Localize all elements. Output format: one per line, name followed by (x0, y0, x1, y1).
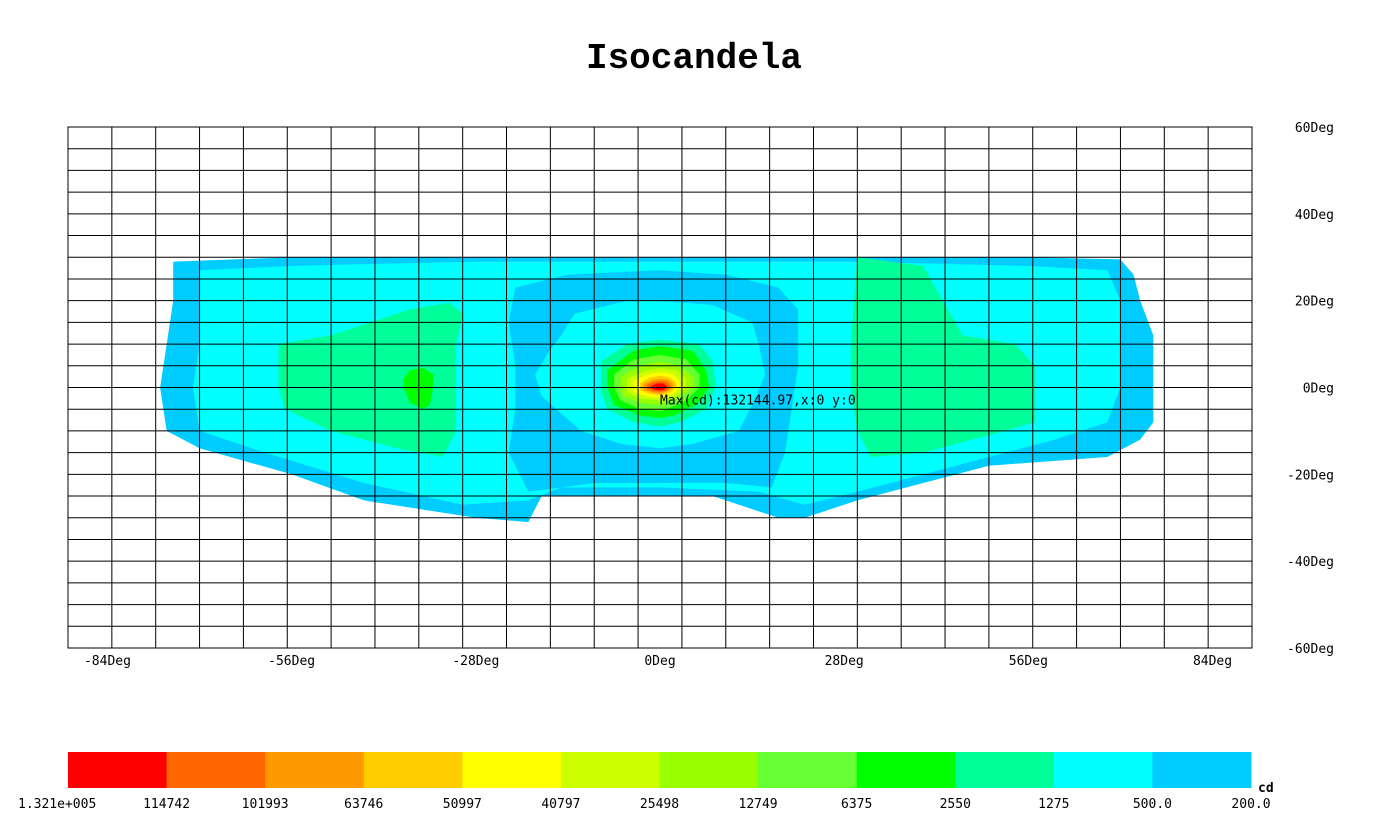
y-axis-ticks: 60Deg 40Deg 20Deg 0Deg -20Deg -40Deg -60Deg (1287, 121, 1334, 657)
max-annotation: Max(cd):132144.97,x:0 y:0 (660, 394, 856, 409)
legend-swatch (166, 752, 266, 788)
legend-label: 114742 (143, 797, 190, 812)
x-tick-label: -84Deg (84, 654, 131, 669)
x-tick-label: 28Deg (825, 654, 864, 669)
x-axis-ticks: -84Deg -56Deg -28Deg 0Deg 28Deg 56Deg 84Deg (84, 654, 1232, 669)
y-tick-label: 0Deg (1303, 382, 1334, 397)
legend-label: 50997 (443, 797, 482, 812)
x-tick-label: -56Deg (268, 654, 315, 669)
color-legend: 1.321e+005 114742 101993 63746 50997 40797 254… (18, 752, 1271, 812)
legend-label: 25498 (640, 797, 679, 812)
legend-unit-label: cd (1258, 781, 1274, 796)
legend-label: 6375 (841, 797, 872, 812)
plot-frame (67, 126, 1253, 649)
y-tick-label: 40Deg (1295, 208, 1334, 223)
x-tick-label: 56Deg (1009, 654, 1048, 669)
legend-label: 200.0 (1231, 797, 1270, 812)
y-tick-label: -60Deg (1287, 642, 1334, 657)
legend-swatch (462, 752, 562, 788)
y-tick-label: 60Deg (1295, 121, 1334, 136)
legend-label: 1.321e+005 (18, 797, 96, 812)
legend-swatch (856, 752, 956, 788)
legend-label: 1275 (1038, 797, 1069, 812)
legend-swatch (659, 752, 759, 788)
legend-swatch (955, 752, 1055, 788)
legend-swatch (560, 752, 660, 788)
legend-label: 63746 (344, 797, 383, 812)
legend-label: 2550 (940, 797, 971, 812)
legend-swatch (68, 752, 168, 788)
legend-label: 500.0 (1133, 797, 1172, 812)
x-tick-label: -28Deg (452, 654, 499, 669)
contour-1275 (278, 302, 463, 457)
y-tick-label: -20Deg (1287, 468, 1334, 483)
y-tick-label: 20Deg (1295, 295, 1334, 310)
legend-label: 40797 (541, 797, 580, 812)
legend-swatch (1053, 752, 1153, 788)
x-tick-label: 0Deg (644, 654, 675, 669)
plot-area: Max(cd):132144.97,x:0 y:0 (67, 126, 1253, 649)
legend-swatch (1152, 752, 1252, 788)
y-tick-label: -40Deg (1287, 555, 1334, 570)
legend-label: 101993 (242, 797, 289, 812)
legend-swatch (758, 752, 858, 788)
legend-label: 12749 (739, 797, 778, 812)
legend-swatch (265, 752, 365, 788)
x-tick-label: 84Deg (1193, 654, 1232, 669)
legend-swatch (363, 752, 463, 788)
contour-2550 (403, 368, 434, 410)
contour-132144.97 (651, 383, 667, 391)
chart-title: Isocandela (586, 38, 802, 79)
